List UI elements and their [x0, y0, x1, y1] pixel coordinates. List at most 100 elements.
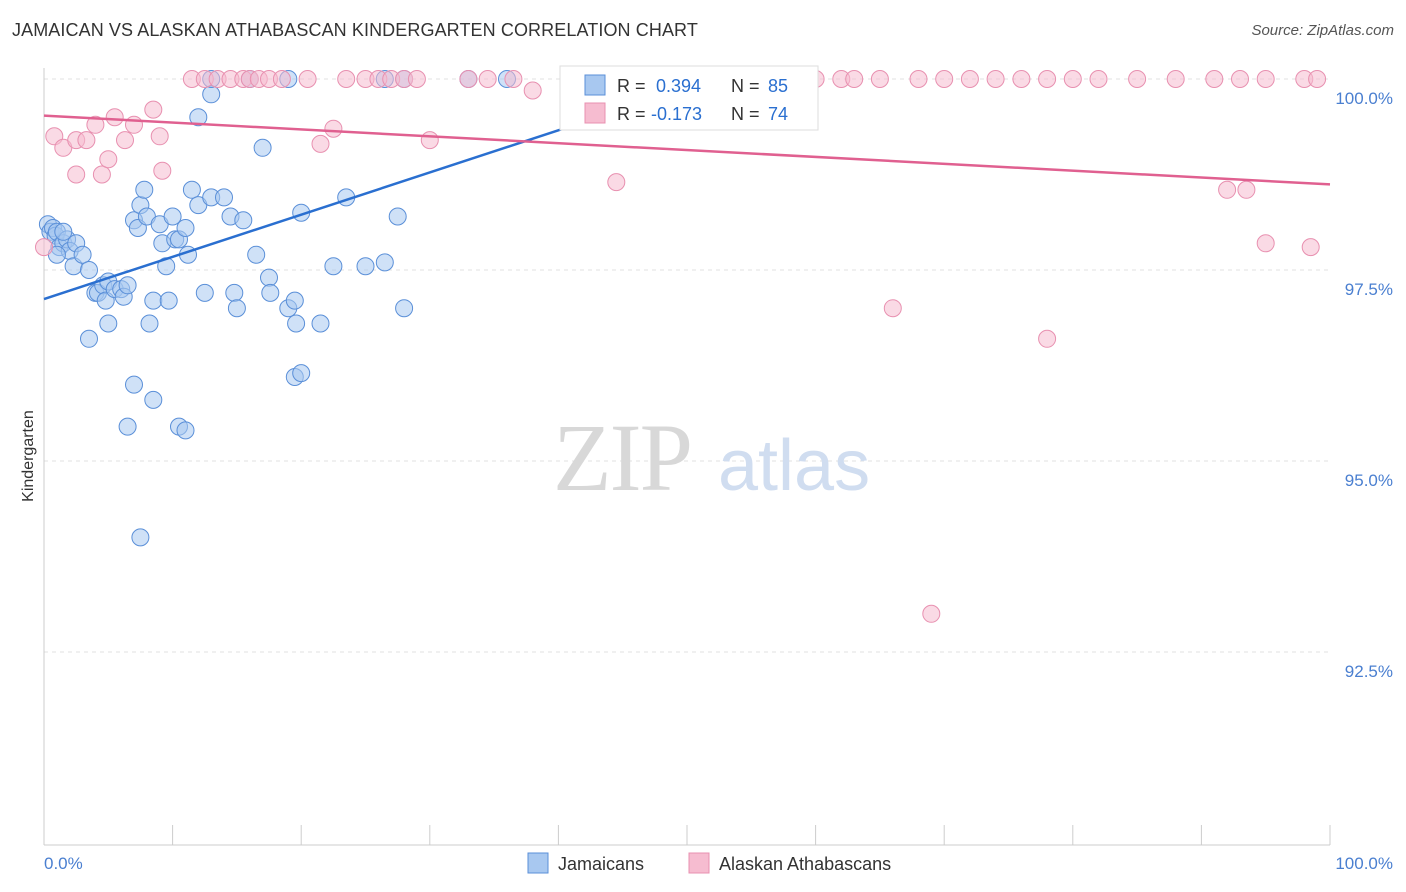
alaskan-point-35	[478, 70, 497, 88]
jamaicans-point-72	[131, 528, 150, 547]
alaskan-point-37	[523, 81, 542, 100]
bottom-legend-label-jamaicans: Jamaicans	[558, 854, 644, 874]
alaskan-point-0	[35, 238, 53, 257]
jamaicans-point-38	[176, 219, 195, 237]
jamaicans-point-73	[202, 85, 221, 104]
alaskan-point-50	[870, 70, 889, 88]
legend-r-label-jamaicans: R =	[617, 76, 646, 96]
legend-swatch-alaskan	[584, 102, 606, 124]
jamaicans-point-53	[285, 291, 304, 310]
jamaicans-point-46	[225, 283, 244, 302]
legend-n-label-jamaicans: N =	[731, 76, 760, 96]
jamaicans-point-65	[125, 375, 143, 394]
alaskan-point-66	[607, 173, 626, 192]
jamaicans-point-63	[99, 314, 118, 333]
jamaicans-point-67	[118, 417, 137, 436]
jamaicans-point-51	[261, 283, 280, 302]
alaskan-point-57	[1063, 70, 1082, 88]
x-tick-label-max: 100.0%	[1335, 854, 1393, 873]
alaskan-point-27	[337, 70, 356, 88]
chart-title: JAMAICAN VS ALASKAN ATHABASCAN KINDERGAR…	[12, 20, 698, 40]
alaskan-point-72	[1038, 329, 1057, 348]
legend-swatch-jamaicans	[584, 74, 606, 96]
alaskan-point-59	[1128, 70, 1147, 88]
bottom-legend-label-alaskan: Alaskan Athabascans	[719, 854, 891, 874]
jamaicans-point-56	[311, 314, 330, 333]
alaskan-point-71	[883, 299, 902, 318]
jamaicans-point-54	[287, 314, 306, 333]
y-tick-label-1: 97.5%	[1345, 280, 1393, 299]
x-tick-marks	[43, 825, 1331, 845]
alaskan-point-54	[986, 70, 1005, 88]
legend-r-value-jamaicans: 0.394	[656, 76, 701, 96]
alaskan-point-6	[86, 115, 105, 134]
alaskan-point-26	[324, 119, 343, 138]
alaskan-point-23	[272, 70, 291, 88]
alaskan-point-34	[459, 70, 478, 88]
jamaicans-point-27	[135, 180, 154, 199]
y-axis-label: Kindergarten	[20, 410, 37, 502]
jamaicans-point-14	[80, 261, 98, 279]
y-tick-label-0: 100.0%	[1335, 89, 1393, 108]
alaskan-point-25	[311, 134, 330, 153]
alaskan-point-70	[1301, 238, 1320, 257]
alaskan-point-65	[1308, 70, 1327, 88]
alaskan-point-4	[67, 165, 86, 184]
alaskan-point-55	[1012, 70, 1031, 88]
alaskan-point-11	[125, 115, 143, 134]
x-tick-label-min: 0.0%	[44, 854, 83, 873]
alaskan-point-7	[92, 165, 111, 184]
alaskan-point-53	[960, 70, 979, 88]
jamaicans-point-75	[253, 138, 272, 157]
alaskan-point-60	[1166, 70, 1185, 88]
alaskan-point-58	[1089, 70, 1108, 88]
alaskan-point-14	[153, 161, 172, 180]
alaskan-point-49	[845, 70, 864, 88]
legend-n-label-alaskan: N =	[731, 104, 760, 124]
jamaicans-point-69	[176, 421, 195, 440]
jamaicans-point-60	[375, 253, 394, 272]
alaskan-point-68	[1237, 180, 1256, 199]
alaskan-point-8	[99, 150, 118, 169]
alaskan-point-51	[909, 70, 928, 88]
alaskan-point-73	[922, 604, 941, 623]
alaskan-point-24	[298, 70, 317, 88]
jamaicans-point-44	[215, 188, 233, 207]
jamaicans-point-62	[395, 299, 414, 318]
jamaicans-point-74	[189, 108, 208, 127]
legend-r-label-alaskan: R =	[617, 104, 646, 124]
y-tick-label-2: 95.0%	[1345, 471, 1393, 490]
jamaicans-point-50	[260, 268, 278, 287]
y-tick-labels: 100.0% 97.5% 95.0% 92.5%	[1335, 89, 1393, 681]
jamaicans-point-29	[140, 314, 159, 333]
bottom-legend-swatch-alaskan	[688, 852, 710, 874]
bottom-legend-swatch-jamaicans	[527, 852, 549, 874]
trend-line-jamaicans	[43, 103, 636, 301]
alaskan-point-36	[504, 70, 523, 88]
alaskan-point-52	[935, 70, 954, 88]
watermark-atlas: atlas	[718, 426, 870, 506]
alaskan-point-56	[1038, 70, 1057, 88]
jamaicans-point-64	[80, 329, 98, 348]
chart-source: Source: ZipAtlas.com	[1251, 22, 1394, 39]
jamaicans-point-59	[356, 257, 375, 276]
axes	[43, 68, 1331, 846]
jamaicans-point-23	[118, 276, 137, 295]
alaskan-point-9	[105, 108, 124, 127]
legend-r-value-alaskan: -0.173	[651, 104, 702, 124]
bottom-legend: Jamaicans Alaskan Athabascans	[527, 852, 891, 874]
alaskan-point-69	[1256, 234, 1275, 253]
jamaicans-point-47	[227, 299, 246, 318]
alaskan-point-63	[1256, 70, 1275, 88]
jamaicans-point-13	[73, 245, 92, 264]
jamaicans-point-35	[163, 207, 182, 226]
jamaicans-point-40	[182, 180, 201, 199]
legend-box: R = 0.394 N = 85 R = -0.173 N = 74	[559, 65, 819, 131]
legend-n-value-alaskan: 74	[768, 104, 788, 124]
jamaicans-point-30	[144, 291, 163, 310]
alaskan-point-32	[407, 70, 426, 88]
jamaicans-point-49	[247, 245, 266, 264]
alaskan-point-61	[1205, 70, 1224, 88]
series-alaskan-points	[35, 70, 1327, 623]
